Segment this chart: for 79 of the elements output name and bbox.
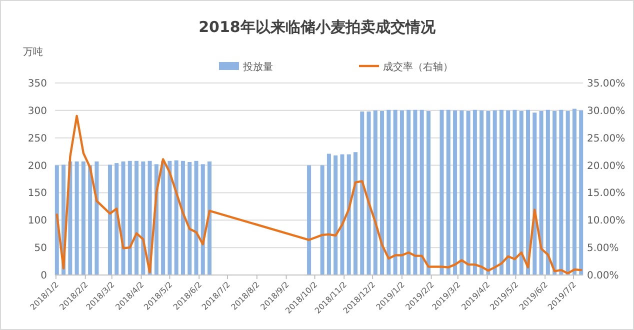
bar	[74, 161, 79, 275]
bar	[114, 163, 119, 275]
y-tick-label: 0	[40, 270, 47, 282]
bar	[307, 165, 312, 275]
bar	[406, 110, 411, 275]
bar	[334, 155, 338, 275]
bar	[572, 108, 576, 275]
bar	[512, 110, 517, 275]
bar	[141, 161, 146, 275]
y2-tick-label: 5.00%	[587, 243, 619, 254]
y-tick-label: 300	[28, 106, 47, 117]
bar	[168, 160, 172, 275]
y-tick-label: 50	[34, 243, 47, 254]
y2-tick-label: 10.00%	[587, 216, 626, 227]
bar	[346, 154, 351, 275]
bar	[94, 161, 99, 275]
bar	[539, 110, 544, 275]
bar	[360, 112, 364, 275]
bar	[480, 110, 484, 275]
bar	[188, 162, 192, 275]
bar	[326, 154, 331, 275]
bar	[380, 110, 384, 275]
bar	[353, 152, 358, 275]
bar	[532, 112, 537, 275]
bar	[108, 164, 112, 275]
bar	[506, 110, 510, 275]
bar	[54, 165, 59, 275]
y-tick-label: 150	[28, 188, 47, 200]
bar	[400, 110, 404, 275]
bar	[453, 110, 458, 275]
bar	[373, 110, 378, 275]
bar	[200, 164, 205, 275]
bar	[579, 110, 584, 275]
bar	[340, 154, 344, 275]
bar	[208, 161, 212, 275]
bar	[546, 110, 550, 275]
y2-tick-label: 30.00%	[587, 106, 626, 117]
bar	[180, 160, 185, 275]
bar	[559, 110, 564, 275]
bar	[121, 161, 126, 275]
bar	[366, 112, 371, 275]
bar	[386, 110, 391, 275]
bar	[194, 160, 198, 275]
bar	[320, 165, 324, 275]
bar	[472, 110, 477, 275]
bar	[420, 110, 424, 275]
bar	[161, 160, 166, 275]
bar	[426, 110, 430, 275]
y2-tick-label: 15.00%	[587, 188, 626, 200]
bar	[174, 160, 178, 275]
bar	[413, 110, 418, 275]
bar	[134, 160, 139, 275]
y-axis-title: 万吨	[23, 46, 43, 58]
bar	[88, 165, 92, 275]
bar	[440, 110, 444, 275]
bar	[526, 110, 530, 275]
bar	[446, 110, 450, 275]
y2-tick-label: 35.00%	[587, 78, 626, 90]
bar	[81, 161, 86, 275]
bar	[499, 110, 504, 275]
bar	[393, 110, 398, 275]
bar	[128, 160, 132, 275]
bar	[566, 110, 570, 275]
y-tick-label: 200	[28, 160, 47, 172]
chart-title: 2018年以来临储小麦拍卖成交情况	[198, 18, 436, 36]
bar	[552, 110, 557, 275]
y-tick-label: 350	[28, 78, 47, 90]
y2-tick-label: 0.00%	[587, 270, 619, 282]
bar	[460, 110, 464, 275]
bar	[519, 110, 524, 275]
y2-tick-label: 25.00%	[587, 133, 626, 144]
y-tick-label: 100	[28, 216, 47, 227]
y-tick-label: 250	[28, 133, 47, 144]
bar	[486, 110, 490, 275]
legend-label: 成交率（右轴）	[383, 61, 453, 73]
y2-tick-label: 20.00%	[587, 160, 626, 172]
bar	[492, 110, 497, 275]
bar	[466, 110, 470, 275]
legend-label: 投放量	[242, 61, 273, 73]
